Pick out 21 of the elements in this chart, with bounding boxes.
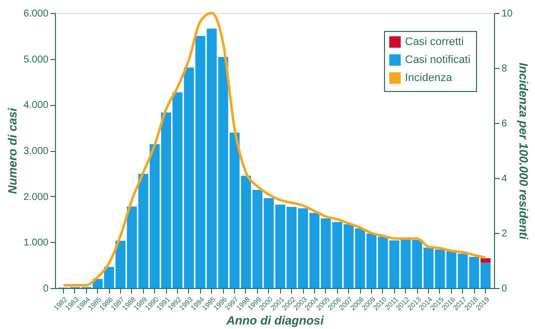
y2-tick-label: 4 <box>502 174 508 184</box>
y2-axis-title: Incidenza per 100.000 residenti <box>516 62 531 240</box>
legend-label: Incidenza <box>405 72 453 84</box>
y-tick-label: 4.000 <box>23 100 49 112</box>
legend-label: Casi notificati <box>405 54 470 66</box>
y-tick-label: 6.000 <box>23 8 49 20</box>
x-axis-title: Anno di diagnosi <box>225 313 324 328</box>
y-tick-label: 5.000 <box>23 54 49 66</box>
y-tick-label: 2.000 <box>23 192 49 203</box>
y2-tick-label: 0 <box>502 284 508 294</box>
y2-tick-label: 6 <box>502 118 508 130</box>
y-tick-label: 1.000 <box>23 238 49 249</box>
y2-tick-label: 2 <box>502 228 508 240</box>
bar <box>480 258 491 263</box>
y-tick-label: 3.000 <box>23 146 49 157</box>
y2-tick-label: 10 <box>502 8 514 20</box>
y-tick-label: 0 <box>42 284 49 294</box>
line-series <box>62 12 487 286</box>
y2-tick-label: 8 <box>502 64 508 74</box>
legend-label: Casi corretti <box>405 36 464 48</box>
y-axis-title: Numero di casi <box>5 107 20 194</box>
